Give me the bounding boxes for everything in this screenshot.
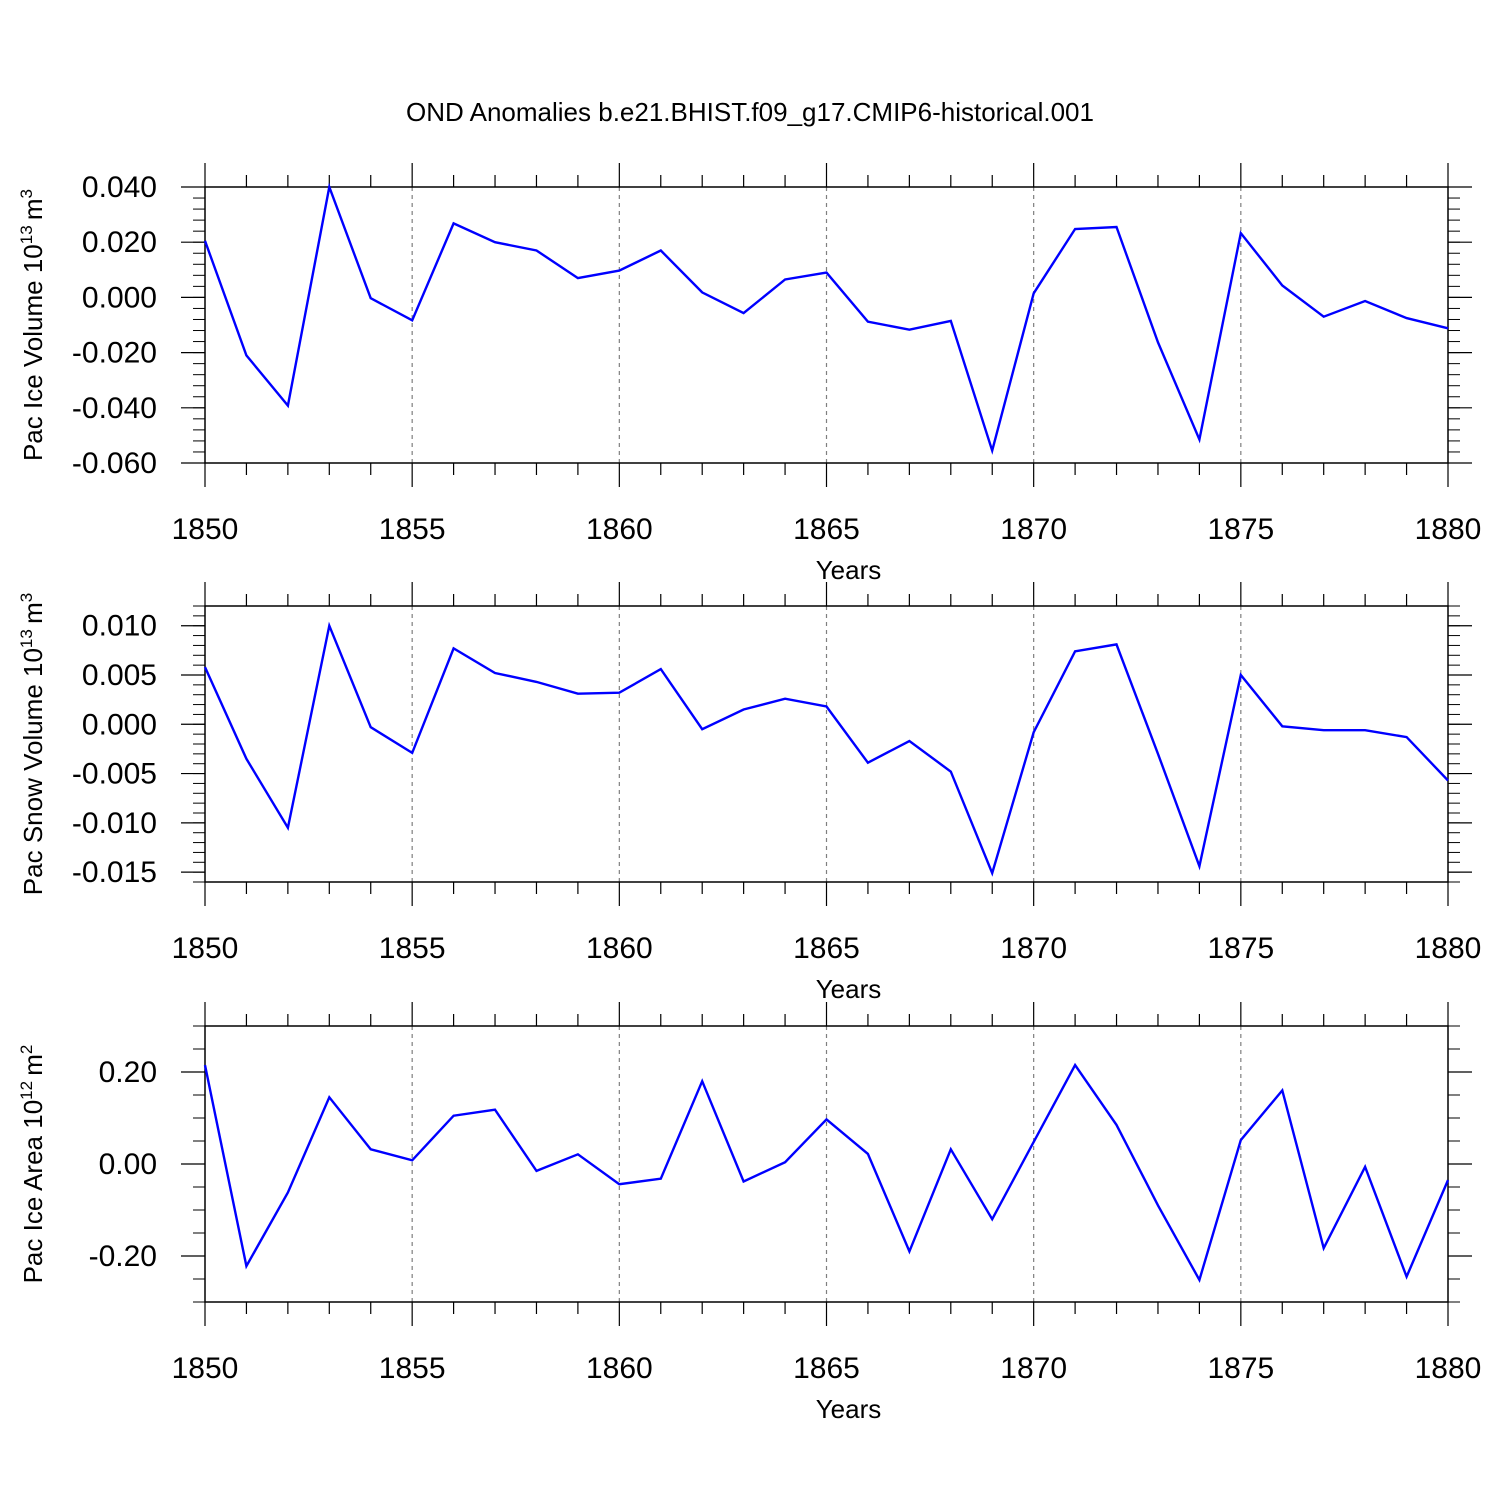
x-tick-label: 1855 [379, 1352, 446, 1385]
x-tick-label: 1865 [793, 1352, 860, 1385]
x-tick-label: 1850 [172, 513, 239, 546]
x-tick-label: 1870 [1000, 1352, 1067, 1385]
chart-panel-2: 1850 1855 1860 1865 1870 1875 1880 0.010 0.005 0.… [17, 582, 1481, 1004]
y-tick-label: 0.000 [82, 281, 157, 314]
y-tick-label: -0.020 [72, 337, 157, 370]
x-tick-label: 1880 [1415, 1352, 1482, 1385]
y-axis-label: Pac Snow Volume 1013 m3 [17, 593, 48, 895]
x-tick-label: 1880 [1415, 932, 1482, 965]
y-tick-label: 0.005 [82, 659, 157, 692]
x-tick-label: 1850 [172, 932, 239, 965]
y-axis-label: Pac Ice Area 1012 m2 [17, 1045, 48, 1284]
x-tick-label: 1860 [586, 932, 653, 965]
chart-panel-3: 1850 1855 1860 1865 1870 1875 1880 0.20 0.00 -0.2… [17, 1002, 1481, 1424]
y-tick-label: 0.20 [99, 1056, 157, 1089]
y-tick-label: -0.010 [72, 807, 157, 840]
x-tick-label: 1870 [1000, 513, 1067, 546]
x-tick-label: 1850 [172, 1352, 239, 1385]
y-tick-label: -0.040 [72, 392, 157, 425]
x-tick-label: 1860 [586, 1352, 653, 1385]
y-tick-label: -0.005 [72, 758, 157, 791]
x-tick-label: 1865 [793, 513, 860, 546]
x-tick-label: 1875 [1207, 1352, 1274, 1385]
y-tick-label: 0.00 [99, 1148, 157, 1181]
x-tick-label: 1875 [1207, 932, 1274, 965]
x-tick-label: 1880 [1415, 513, 1482, 546]
y-tick-label: 0.040 [82, 171, 157, 204]
y-tick-label: -0.060 [72, 447, 157, 480]
y-tick-label: 0.020 [82, 226, 157, 259]
x-tick-label: 1870 [1000, 932, 1067, 965]
x-tick-label: 1875 [1207, 513, 1274, 546]
x-tick-label: 1855 [379, 513, 446, 546]
y-tick-label: 0.010 [82, 610, 157, 643]
y-tick-label: -0.20 [89, 1240, 157, 1273]
y-axis-label: Pac Ice Volume 1013 m3 [17, 189, 48, 461]
x-tick-label: 1855 [379, 932, 446, 965]
x-axis-label: Years [816, 555, 882, 585]
chart-panel-1: 1850 1855 1860 1865 1870 1875 1880 0.040 0.020 0.… [17, 163, 1481, 585]
y-tick-label: 0.000 [82, 708, 157, 741]
y-tick-label: -0.015 [72, 856, 157, 889]
figure-title: OND Anomalies b.e21.BHIST.f09_g17.CMIP6-… [406, 97, 1094, 127]
x-tick-label: 1865 [793, 932, 860, 965]
x-axis-label: Years [816, 1394, 882, 1424]
x-axis-label: Years [816, 974, 882, 1004]
x-tick-label: 1860 [586, 513, 653, 546]
